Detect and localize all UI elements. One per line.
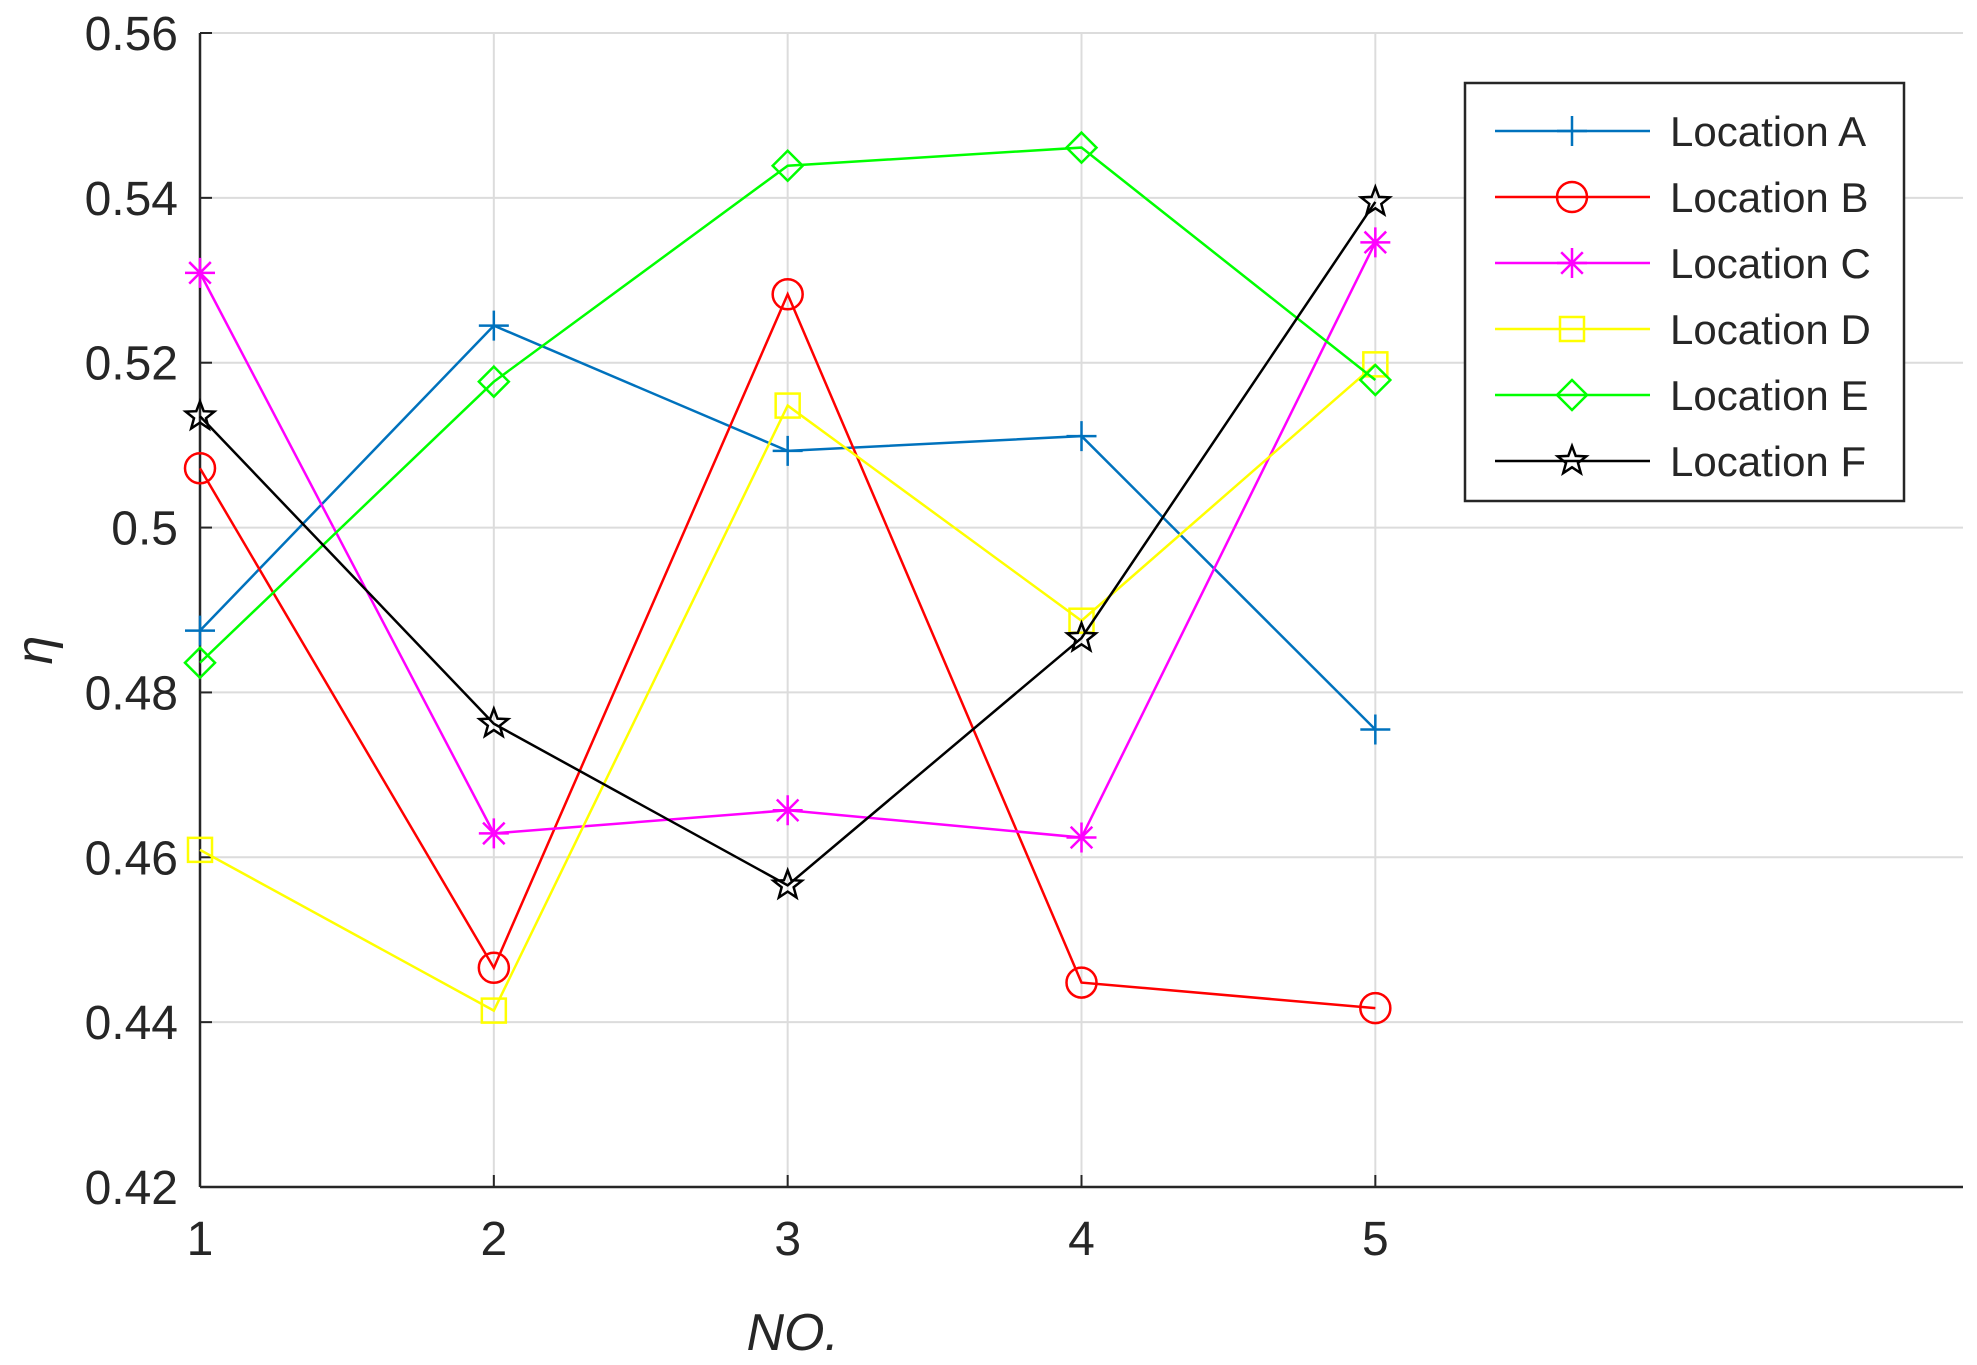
data-point-s6-p4 — [1063, 619, 1100, 654]
legend-item-5: Location E — [1495, 372, 1868, 419]
data-point-s3-p4 — [1066, 822, 1097, 853]
legend-label-6: Location F — [1670, 438, 1866, 485]
series-line-5 — [199, 146, 1377, 664]
data-point-s5-p3 — [770, 148, 805, 183]
data-point-s3-p5 — [1360, 227, 1391, 258]
legend-item-3: Location C — [1495, 240, 1871, 287]
data-point-s6-p1 — [182, 397, 218, 432]
series-group — [182, 130, 1393, 1025]
data-point-s6-p5 — [1357, 183, 1393, 217]
data-point-s5-p2 — [477, 364, 511, 399]
y-tick-label-4: 0.48 — [85, 667, 178, 720]
y-tick-label-6: 0.52 — [85, 338, 178, 391]
y-tick-label-1: 0.42 — [85, 1162, 178, 1215]
data-point-s1-p1 — [185, 615, 215, 646]
legend-marker-4 — [1558, 315, 1586, 343]
data-point-s6-p2 — [476, 705, 512, 739]
data-point-s2-p1 — [183, 451, 217, 485]
data-point-s4-p5 — [1362, 351, 1389, 378]
legend-marker-5 — [1555, 378, 1589, 412]
legend-marker-2 — [1555, 180, 1589, 214]
legend-item-2: Location B — [1495, 174, 1868, 221]
legend-item-1: Location A — [1495, 108, 1866, 155]
axes — [198, 32, 1963, 1189]
y-tick-label-3: 0.46 — [85, 832, 178, 885]
x-tick-label-2: 2 — [480, 1213, 507, 1266]
data-point-s4-p3 — [774, 392, 801, 419]
series-6 — [182, 183, 1393, 901]
y-tick-label-8: 0.56 — [85, 8, 178, 61]
y-tick-label-2: 0.44 — [85, 997, 178, 1050]
series-2 — [183, 278, 1392, 1025]
data-point-s3-p1 — [185, 257, 215, 288]
data-point-s1-p4 — [1066, 421, 1097, 452]
series-line-6 — [199, 201, 1377, 887]
y-tick-label-7: 0.54 — [85, 173, 178, 226]
data-point-s2-p2 — [477, 951, 511, 984]
data-point-s3-p3 — [772, 795, 803, 826]
data-point-s1-p2 — [478, 310, 509, 341]
data-point-s2-p5 — [1359, 991, 1392, 1025]
data-point-s4-p2 — [480, 997, 508, 1024]
series-line-2 — [198, 291, 1376, 1010]
y-tick-label-5: 0.5 — [111, 503, 178, 556]
legend-box — [1463, 81, 1906, 503]
legend-marker-6 — [1554, 442, 1590, 477]
data-point-s4-p1 — [186, 836, 214, 864]
legend-label-4: Location D — [1670, 306, 1871, 353]
series-3 — [185, 227, 1391, 853]
data-point-s2-p3 — [771, 278, 804, 311]
data-point-s5-p5 — [1358, 363, 1393, 397]
data-point-s5-p4 — [1064, 130, 1099, 165]
data-point-s1-p3 — [772, 435, 803, 466]
legend-label-2: Location B — [1670, 174, 1868, 221]
legend-item-4: Location D — [1495, 306, 1871, 353]
series-line-4 — [199, 363, 1377, 1013]
legend-label-1: Location A — [1670, 108, 1866, 155]
legend-label-3: Location C — [1670, 240, 1871, 287]
legend-label-5: Location E — [1670, 372, 1868, 419]
legend-marker-3 — [1557, 248, 1587, 278]
legend-item-6: Location F — [1495, 438, 1866, 485]
legend-marker-1 — [1557, 116, 1587, 146]
data-point-s1-p5 — [1360, 714, 1391, 745]
data-point-s2-p4 — [1065, 966, 1098, 999]
x-tick-label-3: 3 — [774, 1213, 801, 1266]
legend: Location A Location B Location C Location D… — [1463, 81, 1906, 503]
y-axis-title: η — [6, 636, 64, 665]
series-5 — [183, 130, 1393, 680]
x-tick-label-5: 5 — [1362, 1213, 1389, 1266]
x-tick-label-4: 4 — [1068, 1213, 1095, 1266]
data-point-s3-p2 — [478, 818, 509, 849]
data-point-s6-p3 — [770, 866, 806, 901]
data-point-s5-p1 — [183, 645, 217, 680]
x-axis-title: NO. — [746, 1304, 838, 1360]
tick-labels: 1 2 3 4 5 0.42 0.44 0.46 0.48 0.5 0.52 0.54 0.56 — [85, 8, 1389, 1266]
x-tick-label-1: 1 — [187, 1213, 214, 1266]
